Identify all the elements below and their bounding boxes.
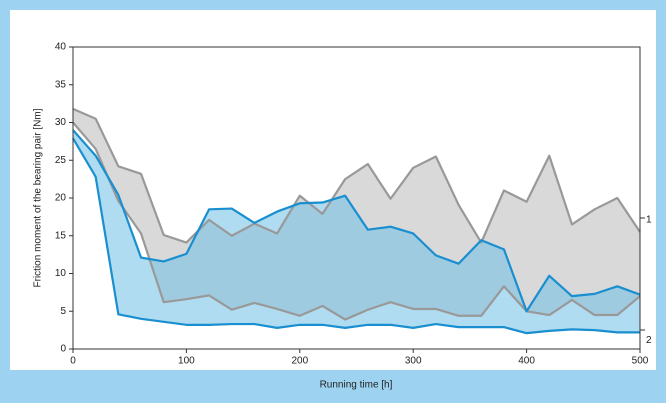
band-lower-line [72,137,640,335]
band-upper-line [72,107,641,244]
legend-label: 1 [646,215,652,226]
y-tick-label: 30 [55,117,67,128]
x-tick-label: 400 [518,356,535,367]
y-tick-label: 0 [60,344,66,355]
y-axis-label: Friction moment of the bearing pair [Nm] [33,108,44,287]
y-tick-label: 5 [60,306,66,317]
x-axis-label: Running time [h] [320,380,393,391]
y-tick-label: 25 [55,155,67,166]
y-tick-label: 15 [55,230,67,241]
x-tick-label: 200 [291,356,308,367]
x-tick-label: 500 [632,356,649,367]
band-upper-line [72,129,641,313]
band-lower-line [72,121,641,321]
band-area [73,130,640,334]
legend-label: 2 [646,335,652,346]
y-tick-label: 35 [55,79,67,90]
x-tick-label: 0 [70,356,76,367]
x-tick-label: 100 [178,356,195,367]
y-tick-label: 40 [55,42,67,53]
x-tick-label: 300 [405,356,422,367]
y-tick-label: 10 [55,268,67,279]
y-tick-label: 20 [55,193,67,204]
